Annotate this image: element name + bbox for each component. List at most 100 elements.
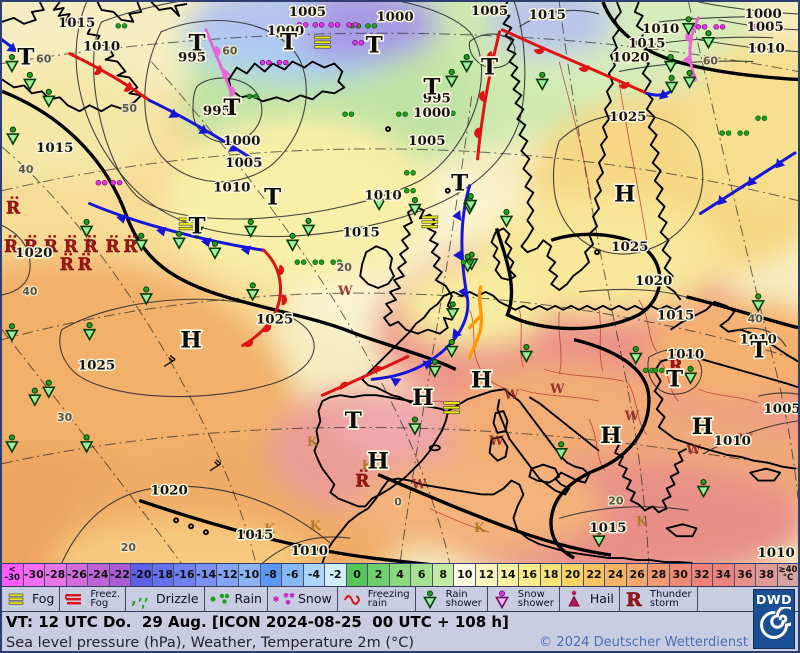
pressure-labels: 1015 1010 995 995 1000 1005 1010 1015 1020 1025 10… [14,2,798,563]
legend-item-label: Freezing rain [367,588,410,609]
fog-icon [443,401,460,414]
thunderstorm-icon [83,234,100,257]
isobar-label: 1015 [58,15,95,31]
thunderstorm-icon [122,234,139,257]
product-line: Sea level pressure (hPa), Weather, Tempe… [2,632,798,651]
pressure-center-letter: H [367,449,389,475]
isobar-label: 1005 [289,4,326,20]
isobar-label: 1010 [642,21,679,37]
info-panel: < -30 -30 -28 -26 -24 -22 -20 -18 -16 -1… [2,563,798,651]
isobar-label: 1010 [213,180,250,196]
airmass-letter: W [337,284,353,299]
temperature-scale-cell: 30 [669,564,692,586]
pressure-center-letter: T [189,213,206,239]
isobar-label: 1025 [78,357,115,373]
airmass-letter: K [307,435,319,450]
thunderstorm-icon [77,252,94,275]
airmass-letter: K [474,521,486,536]
temperature-scale-cell: 14 [497,564,520,586]
isobar-label: 1020 [635,273,672,289]
temperature-scale-cell: -12 [217,564,240,586]
legend-item: Freez. Fog [60,587,126,611]
graticule-label: 60 [703,55,719,68]
temperature-scale-cell: -26 [66,564,89,586]
isobar-label: 1000 [413,105,450,121]
airmass-letter: W [737,432,753,447]
pressure-center-letter: T [366,33,383,59]
temperature-scale-cell: 28 [648,564,670,586]
isobar-label: 1000 [223,133,260,149]
legend-item: Thunder storm [620,587,698,611]
pressure-center-letter: H [180,328,202,354]
temperature-scale-cell: -16 [174,564,196,586]
isobar-label: 1005 [763,401,798,417]
pressure-center-letter: T [17,45,34,71]
temperature-scale: < -30 -30 -28 -26 -24 -22 -20 -18 -16 -1… [2,564,798,587]
isobar-label: 1010 [83,39,120,55]
isobar-label: 1025 [611,239,648,255]
airmass-letter: W [624,409,640,424]
temperature-scale-cell: 24 [605,564,627,586]
isobar-label: 1015 [343,224,380,240]
legend-item-label: Snow shower [517,588,554,609]
legend-item: Drizzle [126,587,205,611]
temperature-scale-cell: 38 [756,564,778,586]
temperature-scale-cell: -4 [303,564,326,586]
pressure-center-letter: T [751,337,768,363]
pressure-center-letter: T [345,408,362,434]
legend-item: Snow shower [488,587,560,611]
isobar-label: 1010 [667,346,704,362]
legend-icon [625,589,643,609]
isobar-label: 1010 [747,41,784,57]
isobar-label: 1010 [714,433,751,449]
legend-item-label: Freez. Fog [90,588,120,609]
temperature-scale-cell: 2 [368,564,390,586]
legend-item-label: Rain [234,591,262,607]
airmass-labels: W W W W W W W W K K K K K K [264,284,753,537]
dwd-spiral-icon [760,607,791,639]
isobar-label: 1005 [746,19,783,35]
temperature-scale-cell: ≥40 °C [777,564,798,586]
isobar-label: 995 [203,103,231,119]
temperature-scale-cell: 12 [476,564,498,586]
legend-item: Rain shower [416,587,488,611]
isobar-label: 1000 [267,23,304,39]
graticule-label: 50 [122,102,138,115]
airmass-letter: W [549,382,565,397]
isobars [2,2,798,563]
isobar-label: 1015 [657,308,694,324]
temperature-scale-cell: -20 [131,564,153,586]
validity-line: VT: 12 UTC Do. 29 Aug. [ICON 2024-08-25 … [6,613,509,631]
legend-item-label: Rain shower [445,588,482,609]
legend-item-label: Snow [297,591,332,607]
pressure-center-letter: H [692,414,714,440]
temperature-scale-cell: 22 [583,564,606,586]
isobar-label: 1015 [36,140,73,156]
isobar-label: 995 [178,50,206,66]
graticule-label: 60 [222,45,238,58]
isobar-label: 1000 [376,9,413,25]
pressure-center-letter: T [423,74,440,100]
graticule-label: 40 [22,285,38,298]
graticule-label: 40 [18,163,34,176]
legend-item-label: Fog [32,591,55,607]
graticule [2,2,798,563]
temperature-scale-cell: 18 [540,564,563,586]
pressure-center-letter: T [280,30,297,56]
graticule-label: 0 [394,495,402,508]
temperature-scale-cell: 6 [411,564,433,586]
temperature-scale-cell: -18 [152,564,175,586]
pressure-center-letter: T [666,366,683,392]
temperature-scale-cell: 34 [713,564,735,586]
isobar-label: 1005 [408,133,445,149]
isobar-label: 1020 [15,245,52,261]
pressure-center-letter: T [223,95,240,121]
legend-item: Snow [268,587,338,611]
airmass-letter: W [411,478,427,493]
graticule-label: 60 [36,53,52,66]
temperature-scale-cell: -30 [23,564,46,586]
legend-item-label: Thunder storm [649,588,692,609]
temperature-scale-cell: 4 [389,564,412,586]
legend-item: Fog [2,587,61,611]
